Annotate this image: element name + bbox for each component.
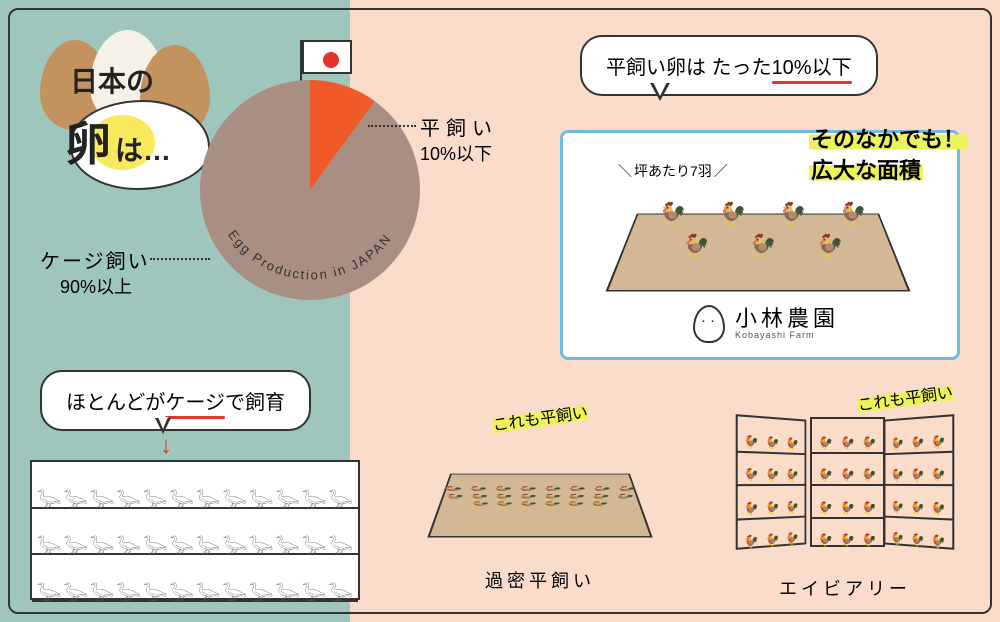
farm-headline-line2: 広大な面積 [809,158,923,183]
farm-logo-sub: Kobayashi Farm [735,330,839,340]
leader-line [368,125,416,127]
title-egg-word: 卵 [65,108,111,174]
pie-label-cage: ケージ飼い [40,245,150,274]
farm-headline: そのなかでも！ 広大な面積 [809,125,967,187]
bubble-top-prefix: 平飼い卵は たった [606,51,772,80]
farm-feature-box: そのなかでも！ 広大な面積 坪あたり7羽 🐓🐓🐓🐓 🐓🐓🐓 小林農園 Kobay… [560,130,960,360]
cage-illustration: 𓅬𓅬𓅬𓅬𓅬𓅬𓅬𓅬𓅬𓅬𓅬𓅬𓅬𓅬𓅬𓅬𓅬𓅬𓅬𓅬𓅬𓅬𓅬𓅬𓅬𓅬𓅬𓅬𓅬𓅬𓅬𓅬𓅬𓅬𓅬𓅬 [30,460,360,600]
speech-bubble-top: 平飼い卵は たった 10%以下 [580,35,878,96]
bubble-left-highlight: ケージ [165,386,225,415]
pie-value-hiragai: 10%以下 [420,140,492,166]
title-suffix: は… [115,129,171,169]
arrow-down-icon: ↓ [160,432,172,460]
farm-logo-name: 小林農園 [735,308,839,330]
pie-slices [200,80,420,300]
aviary-shelves: 🐓🐓🐓🐓🐓🐓🐓🐓🐓🐓🐓🐓🐓🐓🐓🐓🐓🐓🐓🐓🐓🐓🐓🐓🐓🐓🐓🐓🐓🐓🐓🐓🐓🐓🐓🐓 [735,417,955,567]
pie-label-hiragai: 平飼い [420,112,498,141]
hen-row: 🐓🐓🐓🐓 [643,201,883,227]
farm-logo: 小林農園 Kobayashi Farm [693,305,839,343]
bubble-top-highlight: 10%以下 [772,51,852,80]
bubble-left-prefix: ほとんどが [66,386,165,415]
title-line1: 日本の [70,60,154,100]
farm-logo-icon [693,305,725,343]
title-line2: 卵 は… [65,108,171,174]
example-floor: 🐓🐓🐓🐓🐓🐓🐓🐓🐓🐓🐓🐓🐓🐓🐓🐓🐓🐓🐓🐓🐓🐓 [427,474,652,538]
speech-bubble-left: ほとんどが ケージ で飼育 [40,370,311,431]
example-caption: 過密平飼い [420,567,660,593]
japan-flag-icon [300,40,302,85]
example-caption: エイビアリー [720,575,970,601]
example-crowded: これも平飼い 🐓🐓🐓🐓🐓🐓🐓🐓🐓🐓🐓🐓🐓🐓🐓🐓🐓🐓🐓🐓🐓🐓 過密平飼い [420,405,660,593]
bubble-left-suffix: で飼育 [225,386,285,415]
pie-chart [200,80,420,300]
example-aviary: これも平飼い 🐓🐓🐓🐓🐓🐓🐓🐓🐓🐓🐓🐓🐓🐓🐓🐓🐓🐓🐓🐓🐓🐓🐓🐓🐓🐓🐓🐓🐓🐓🐓🐓🐓… [720,385,970,601]
leader-line [150,258,210,260]
farm-headline-line1: そのなかでも！ [809,127,967,152]
hen-crowd: 🐓🐓🐓🐓🐓🐓🐓🐓🐓🐓🐓🐓🐓🐓🐓🐓🐓🐓🐓🐓🐓🐓 [436,478,644,514]
bubble-tail-icon [650,83,670,101]
hen-row: 🐓🐓🐓 [663,233,863,259]
pie-value-cage: 90%以上 [60,273,132,299]
density-label: 坪あたり7羽 [618,161,728,181]
